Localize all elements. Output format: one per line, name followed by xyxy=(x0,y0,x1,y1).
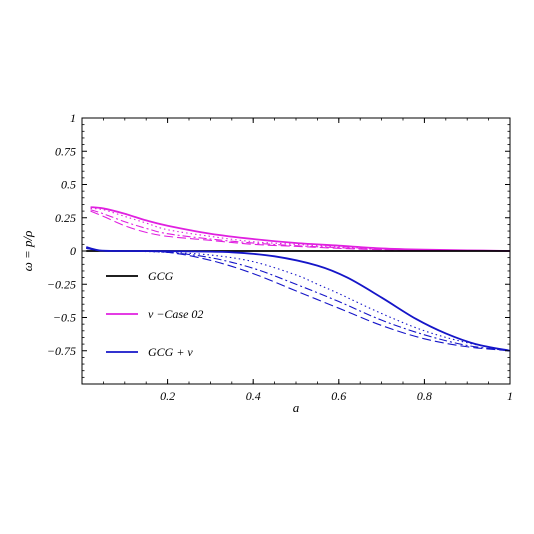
y-tick-label: 1 xyxy=(70,111,76,125)
y-tick-label: 0.5 xyxy=(61,178,76,192)
x-axis-label: a xyxy=(293,400,300,415)
y-tick-label: −0.75 xyxy=(47,344,76,358)
x-tick-label: 0.2 xyxy=(160,389,175,403)
legend: GCG ν −Case 02 GCG + ν xyxy=(106,269,203,359)
legend-label: ν −Case 02 xyxy=(148,307,203,321)
series-line-2 xyxy=(90,209,511,252)
y-tick-label: 0.25 xyxy=(55,211,76,225)
x-tick-label: 1 xyxy=(507,389,513,403)
x-tick-label: 0.8 xyxy=(417,389,432,403)
y-tick-label: 0.75 xyxy=(55,144,76,158)
legend-label: GCG xyxy=(148,269,174,283)
y-tick-label: −0.5 xyxy=(53,311,76,325)
y-tick-label: −0.25 xyxy=(47,277,76,291)
ticks-layer: 0.2 0.4 0.6 0.8 1 1 0.75 0.5 0.25 0 −0.25 −0.5 −0.75 xyxy=(47,111,513,403)
x-tick-label: 0.4 xyxy=(246,389,261,403)
series-line-7 xyxy=(86,247,511,352)
series-line-8 xyxy=(86,247,511,352)
series-line-1 xyxy=(90,207,511,252)
y-axis-label: ω = p/ρ xyxy=(20,231,35,272)
series-line-6 xyxy=(86,247,511,352)
y-tick-label: 0 xyxy=(70,244,76,258)
series-layer xyxy=(86,206,511,352)
legend-label: GCG + ν xyxy=(148,345,193,359)
x-tick-label: 0.6 xyxy=(331,389,346,403)
series-line-5 xyxy=(86,246,511,352)
series-line-0 xyxy=(90,206,511,252)
